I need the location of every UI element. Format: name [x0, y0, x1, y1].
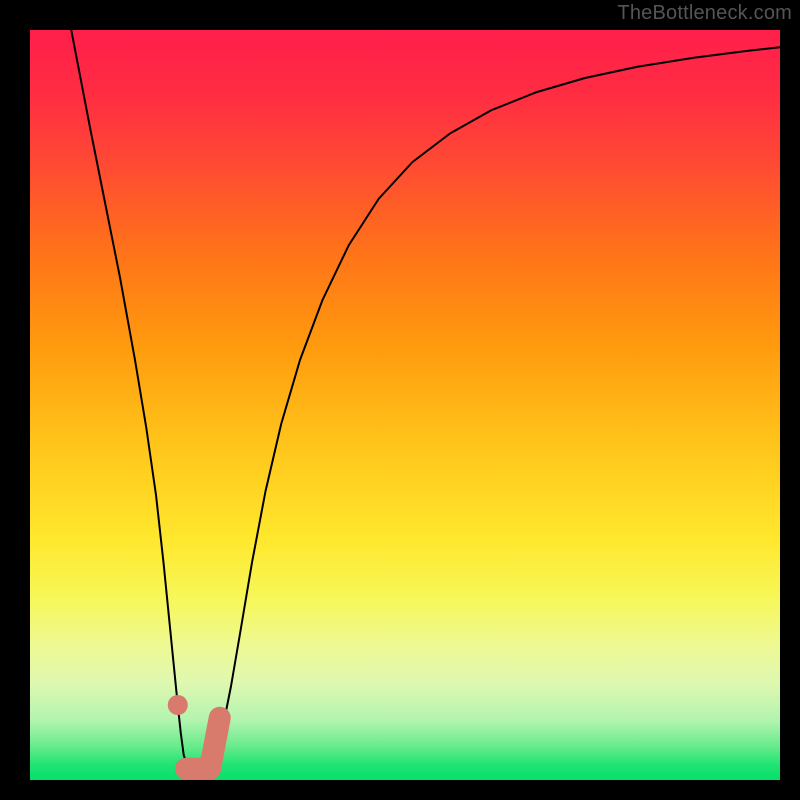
chart-container: TheBottleneck.com [0, 0, 800, 800]
marker-dot [168, 695, 188, 715]
bottleneck-chart [0, 0, 800, 800]
watermark-text: TheBottleneck.com [617, 2, 792, 25]
